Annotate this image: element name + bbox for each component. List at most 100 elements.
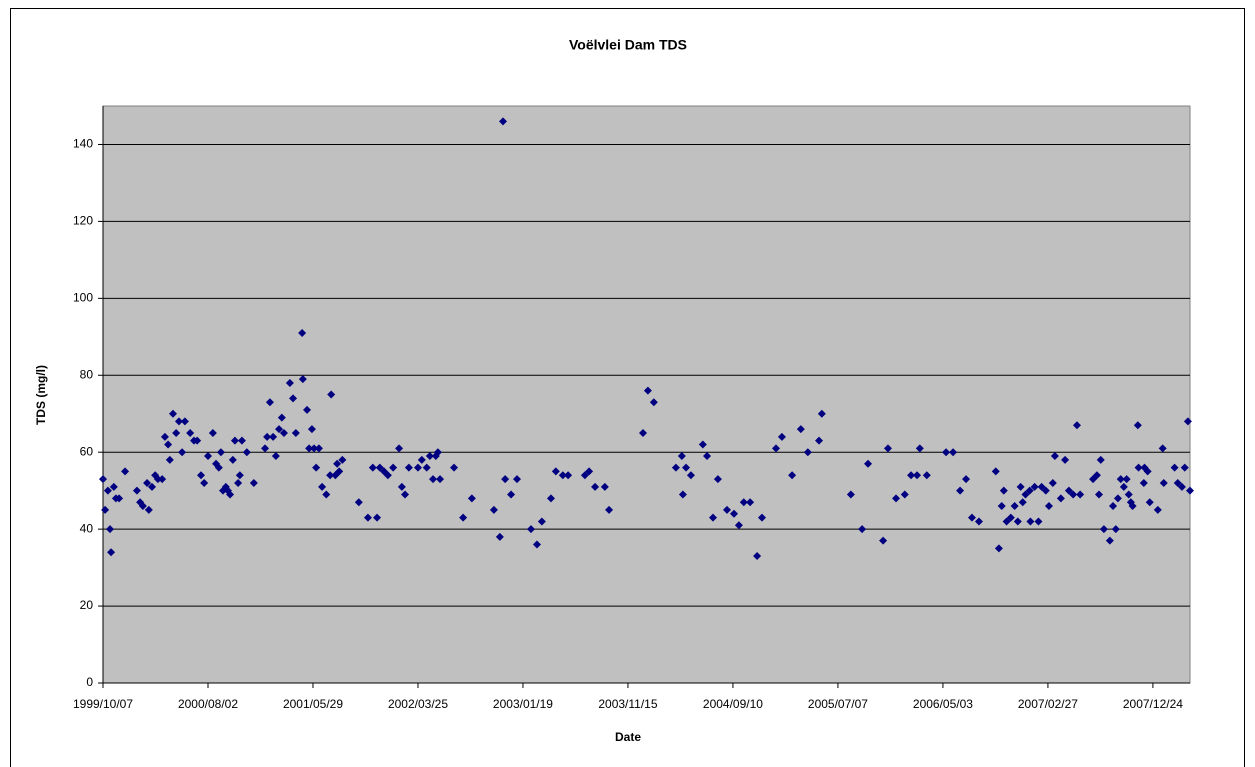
data-point [1025,486,1034,495]
data-point [942,448,951,457]
data-point [143,478,152,487]
data-point [580,471,589,480]
data-point [121,467,130,476]
data-point [788,471,797,480]
data-point [846,490,855,499]
data-point [678,490,687,499]
y-axis-title: TDS (mg/l) [34,365,48,425]
data-point [226,490,235,499]
data-point [368,463,377,472]
data-point [467,494,476,503]
y-tick-label: 120 [73,214,93,228]
data-point [739,498,748,507]
data-point [967,513,976,522]
data-point [279,428,288,437]
data-point [1099,525,1108,534]
data-point [101,505,110,514]
data-point [1119,482,1128,491]
data-point [208,428,217,437]
data-point [1064,486,1073,495]
chart-title: Voëlvlei Dam TDS [569,37,687,53]
y-tick-label: 140 [73,137,93,151]
data-point [708,513,717,522]
data-point [234,478,243,487]
data-point [1105,536,1114,545]
data-point [401,490,410,499]
data-point [422,463,431,472]
data-point [558,471,567,480]
data-point [999,486,1008,495]
data-point [459,513,468,522]
data-point [450,463,459,472]
data-point [132,486,141,495]
data-point [322,490,331,499]
data-point [1128,502,1137,511]
data-point [1159,478,1168,487]
data-point [314,444,323,453]
data-point [261,444,270,453]
data-point [1030,482,1039,491]
data-point [305,444,314,453]
data-point [686,471,695,480]
data-point [144,505,153,514]
data-point [265,398,274,407]
data-point [1041,486,1050,495]
data-point [413,463,422,472]
data-point [193,436,202,445]
data-point [1069,490,1078,499]
data-point [605,505,614,514]
data-point [1124,490,1133,499]
data-point [326,471,335,480]
data-point [513,475,522,484]
data-point [285,378,294,387]
data-point [180,417,189,426]
x-tick-label: 2005/07/07 [808,697,868,711]
data-point [1044,502,1053,511]
data-point [499,117,508,126]
data-point [1016,482,1025,491]
data-point [757,513,766,522]
data-point [338,455,347,464]
data-point [1050,452,1059,461]
data-point [172,428,181,437]
data-point [1076,490,1085,499]
data-point [1116,475,1125,484]
data-point [1113,494,1122,503]
data-point [310,444,319,453]
data-point [298,375,307,384]
data-point [1037,482,1046,491]
x-tick-label: 2006/05/03 [913,697,973,711]
data-point [312,463,321,472]
data-point [1048,478,1057,487]
data-point [115,494,124,503]
data-point [186,428,195,437]
data-point [600,482,609,491]
data-point [883,444,892,453]
data-point [777,432,786,441]
data-point [722,505,731,514]
data-point [489,505,498,514]
data-point [532,540,541,549]
y-tick-label: 0 [86,675,93,689]
data-point [892,494,901,503]
x-tick-label: 2007/02/27 [1018,697,1078,711]
data-point [1134,463,1143,472]
data-point [1173,478,1182,487]
data-point [289,394,298,403]
data-point [1143,467,1152,476]
data-point [649,398,658,407]
data-point [178,448,187,457]
x-tick-label: 2003/01/19 [493,697,553,711]
data-point [643,386,652,395]
data-point [703,452,712,461]
data-point [962,475,971,484]
data-point [1018,498,1027,507]
data-point [1061,455,1070,464]
data-point [639,428,648,437]
data-point [277,413,286,422]
data-point [803,448,812,457]
data-point [991,467,1000,476]
data-point [214,463,223,472]
data-point [375,463,384,472]
data-point [1186,486,1194,495]
